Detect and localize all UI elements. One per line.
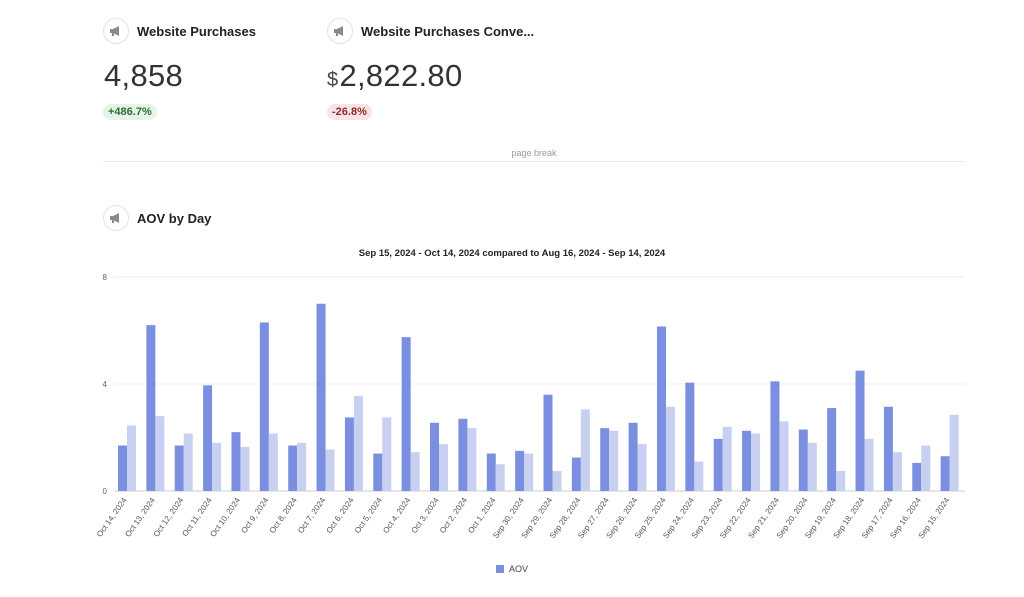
legend-label: AOV: [508, 564, 528, 574]
bar-aov-comparison: [836, 470, 846, 491]
bar-aov-comparison: [609, 430, 619, 491]
chart-header: AOV by Day: [103, 205, 211, 231]
bar-aov: [571, 457, 581, 491]
metric-value: $2,822.80: [327, 58, 534, 94]
megaphone-icon: [327, 18, 353, 44]
bar-aov-comparison: [807, 442, 817, 491]
bar-aov: [118, 445, 127, 491]
bar-aov: [912, 462, 922, 491]
bar-aov-comparison: [353, 396, 363, 491]
metric-delta-badge: -26.8%: [327, 104, 372, 120]
bar-aov-comparison: [382, 417, 392, 491]
x-tick-label: Oct 6, 2024: [324, 496, 355, 535]
bar-aov-comparison: [325, 449, 335, 491]
bar-aov-comparison: [637, 444, 647, 491]
chart-legend: AOV: [0, 564, 1024, 574]
bar-aov: [628, 422, 638, 491]
bar-aov: [316, 303, 326, 491]
bar-aov: [798, 429, 808, 491]
bar-aov: [401, 337, 411, 491]
megaphone-icon: [103, 18, 129, 44]
y-tick-label: 8: [103, 273, 108, 282]
bar-aov: [458, 418, 468, 491]
bar-aov-comparison: [183, 433, 193, 491]
bar-aov-comparison: [495, 464, 505, 491]
bar-aov: [288, 445, 298, 491]
page-break-label: page break: [511, 148, 557, 158]
bar-aov: [770, 381, 780, 491]
bar-aov-comparison: [524, 453, 534, 491]
metric-delta-badge: +486.7%: [103, 104, 157, 120]
bar-aov-comparison: [694, 461, 704, 491]
bar-aov-comparison: [949, 414, 959, 491]
bar-aov-comparison: [892, 452, 902, 491]
bar-aov-comparison: [155, 416, 165, 491]
bar-aov: [656, 326, 666, 491]
x-tick-label: Oct 8, 2024: [268, 496, 299, 535]
megaphone-icon: [103, 205, 129, 231]
x-tick-label: Oct 5, 2024: [353, 496, 384, 535]
bar-aov-comparison: [864, 438, 874, 491]
chart-title: AOV by Day: [137, 210, 212, 226]
legend-swatch: [495, 565, 504, 573]
bar-aov-comparison: [297, 442, 307, 491]
bar-aov: [543, 394, 553, 491]
currency-symbol: $: [327, 69, 339, 91]
y-tick-label: 0: [103, 487, 108, 496]
chart-subtitle: Sep 15, 2024 - Oct 14, 2024 compared to …: [358, 248, 666, 259]
metric-title: Website Purchases: [137, 23, 256, 39]
metric-number: 2,822.80: [339, 58, 463, 93]
bar-aov: [713, 438, 723, 491]
bar-aov-comparison: [722, 426, 732, 491]
bar-aov: [600, 428, 610, 491]
bar-aov-comparison: [268, 433, 278, 491]
bar-aov-comparison: [751, 433, 761, 491]
bar-aov: [174, 445, 184, 491]
bar-aov: [373, 453, 383, 491]
page-break-divider: [103, 161, 965, 162]
metric-card-website-purchases: Website Purchases 4,858 +486.7%: [103, 18, 256, 120]
bar-aov-comparison: [439, 444, 449, 491]
x-tick-label: Oct 3, 2024: [410, 496, 441, 535]
bar-aov-comparison: [665, 406, 675, 491]
bar-aov: [855, 370, 865, 491]
x-tick-label: Oct 1, 2024: [466, 496, 497, 535]
bar-aov: [685, 382, 695, 491]
page-break: page break: [103, 146, 965, 162]
bar-aov-comparison: [410, 452, 420, 491]
bar-aov: [883, 406, 893, 491]
x-tick-label: Oct 4, 2024: [381, 496, 412, 535]
bar-aov-comparison: [240, 446, 250, 491]
x-tick-label: Oct 10, 2024: [208, 496, 242, 539]
bar-aov-comparison: [127, 425, 136, 491]
x-tick-label: Oct 2, 2024: [438, 496, 469, 535]
bar-aov: [146, 325, 156, 491]
bar-aov-comparison: [921, 445, 931, 491]
bar-aov: [344, 417, 354, 491]
bar-aov-comparison: [552, 470, 562, 491]
bar-aov: [940, 456, 950, 491]
bar-aov-comparison: [467, 428, 477, 491]
bar-aov: [515, 450, 525, 491]
bar-aov: [430, 422, 440, 491]
x-tick-label: Oct 9, 2024: [239, 496, 270, 535]
bar-aov-comparison: [580, 409, 590, 491]
metric-number: 4,858: [104, 58, 184, 93]
bar-aov-comparison: [212, 442, 222, 491]
bar-aov: [259, 322, 269, 491]
bar-aov: [486, 453, 496, 491]
x-tick-label: Oct 7, 2024: [296, 496, 327, 535]
metric-value: 4,858: [103, 58, 256, 94]
bar-aov-comparison: [779, 421, 789, 491]
bar-aov: [827, 408, 837, 491]
metric-card-website-purchases-conversion: Website Purchases Conve... $2,822.80 -26…: [327, 18, 534, 120]
bar-aov: [231, 432, 241, 491]
metric-title: Website Purchases Conve...: [361, 23, 535, 39]
bar-aov: [742, 430, 752, 491]
bar-aov: [203, 385, 213, 491]
y-tick-label: 4: [103, 380, 108, 389]
